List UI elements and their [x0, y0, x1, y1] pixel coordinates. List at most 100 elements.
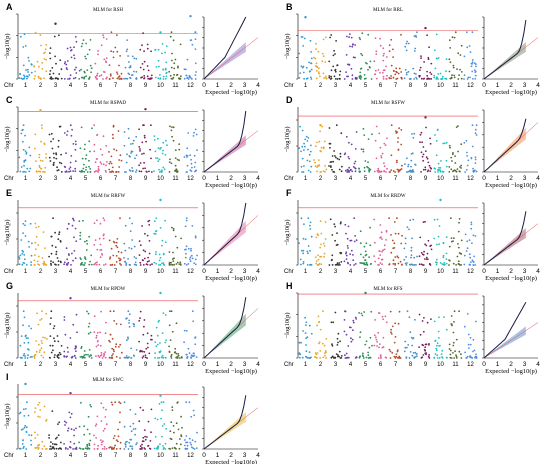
snp-point [334, 225, 336, 228]
snp-point [162, 68, 165, 71]
snp-point [27, 68, 29, 71]
snp-point [401, 234, 403, 237]
snp-point [37, 225, 40, 228]
snp-point [185, 217, 188, 220]
snp-point [143, 50, 146, 52]
snp-point [36, 60, 39, 63]
snp-point [321, 125, 324, 128]
snp-point [377, 264, 379, 266]
snp-point [52, 77, 54, 80]
snp-point [413, 72, 416, 75]
snp-point [89, 171, 92, 173]
panel-letter: B [286, 2, 293, 12]
snp-point [34, 222, 37, 225]
snp-point [390, 75, 392, 77]
snp-point [316, 264, 319, 266]
snp-point [113, 448, 115, 450]
snp-point [404, 262, 407, 265]
snp-point [87, 312, 90, 315]
snp-point [142, 440, 145, 443]
snp-point [404, 242, 407, 245]
snp-point [148, 352, 151, 355]
snp-point [38, 153, 41, 156]
snp-point [190, 254, 193, 257]
snp-point [361, 314, 364, 317]
snp-point [178, 143, 181, 146]
snp-point [138, 340, 141, 343]
snp-point [428, 78, 430, 80]
snp-point [407, 165, 409, 168]
snp-point [452, 66, 455, 69]
snp-point [317, 159, 320, 162]
snp-point [193, 154, 196, 157]
snp-point [49, 445, 52, 448]
snp-point [313, 56, 315, 59]
snp-point [323, 77, 325, 79]
snp-point [25, 334, 27, 337]
snp-point [192, 320, 195, 323]
snp-point [45, 418, 48, 421]
snp-point [45, 312, 48, 315]
snp-point [85, 166, 88, 169]
snp-point [364, 61, 367, 64]
snp-point [336, 355, 339, 358]
snp-point [309, 249, 311, 252]
snp-point [183, 68, 186, 71]
snp-point [71, 224, 74, 227]
snp-point [143, 152, 145, 155]
snp-point [54, 55, 56, 58]
snp-point [303, 37, 306, 40]
snp-point [445, 236, 448, 239]
snp-point [406, 157, 408, 160]
snp-point [34, 407, 37, 409]
manhattan-ylabel: −log10(p) [4, 219, 11, 245]
snp-point [301, 249, 303, 252]
snp-point [38, 65, 40, 68]
snp-point [58, 34, 60, 37]
chromosome-label: 8 [409, 176, 413, 182]
snp-point [173, 263, 176, 266]
snp-point [427, 161, 430, 164]
snp-point [145, 140, 148, 143]
snp-point [164, 314, 167, 316]
snp-point [97, 50, 99, 52]
snp-point [83, 148, 86, 151]
snp-point [120, 264, 122, 266]
snp-point [135, 57, 138, 60]
snp-point [460, 353, 462, 356]
snp-point [162, 149, 164, 152]
snp-point [451, 74, 453, 77]
snp-point [450, 168, 453, 171]
snp-point [45, 153, 47, 155]
snp-point [420, 77, 423, 80]
snp-point [455, 357, 458, 359]
snp-point [448, 70, 451, 73]
snp-point [126, 39, 129, 41]
snp-point [69, 46, 72, 49]
snp-point [184, 256, 187, 259]
chromosome-label: 5 [84, 83, 88, 89]
snp-point [323, 140, 326, 143]
snp-point [456, 255, 459, 258]
snp-point [24, 357, 27, 359]
snp-point [150, 74, 153, 77]
snp-point [93, 171, 96, 173]
snp-point [54, 437, 57, 440]
snp-point [139, 445, 142, 448]
snp-point [164, 448, 167, 450]
snp-point [351, 170, 354, 173]
snp-point [118, 75, 121, 77]
snp-point [34, 411, 36, 413]
snp-point [119, 343, 122, 346]
snp-point [423, 250, 425, 253]
snp-point [316, 352, 319, 354]
snp-point [55, 153, 58, 156]
snp-point [56, 436, 58, 439]
chromosome-label: 11 [452, 269, 459, 275]
snp-point [158, 253, 161, 256]
snp-point [99, 249, 102, 251]
snp-point [159, 351, 161, 354]
snp-point [50, 252, 53, 255]
snp-point [64, 61, 67, 63]
snp-point [190, 158, 193, 161]
